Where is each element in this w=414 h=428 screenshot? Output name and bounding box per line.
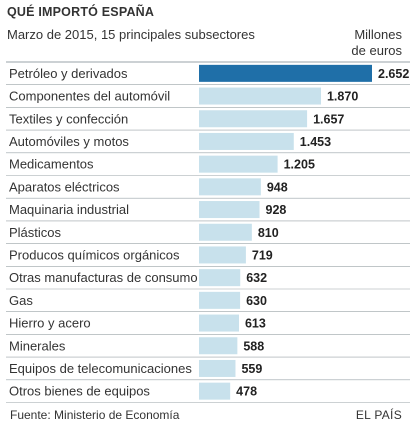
bar [199,337,238,355]
value-label: 1.205 [284,158,315,172]
value-label: 1.657 [313,112,344,126]
value-label: 1.453 [300,135,331,149]
value-label: 948 [267,180,288,194]
bar [199,359,236,377]
bar [199,223,252,241]
category-label: Componentes del automóvil [9,89,170,104]
value-label: 928 [266,203,287,217]
value-label: 2.652 [378,67,409,81]
bar [199,155,278,173]
chart-subtitle: Marzo de 2015, 15 principales subsectore… [7,27,255,42]
category-label: Medicamentos [9,157,94,172]
value-label: 630 [246,294,267,308]
value-label: 588 [243,339,264,353]
value-label: 559 [241,362,262,376]
category-label: Aparatos eléctricos [9,179,120,194]
value-label: 613 [245,317,266,331]
bar [199,178,261,196]
publisher-credit: EL PAÍS [355,408,402,422]
chart-rows: Petróleo y derivados 2.652 Componentes del… [6,61,410,403]
value-label: 632 [246,271,267,285]
unit-label: Millones de euros [351,27,402,58]
bar [199,110,308,128]
bar [199,64,372,82]
bar [199,132,294,150]
value-label: 478 [236,385,257,399]
category-label: Plásticos [9,225,62,240]
category-label: Petróleo y derivados [9,66,128,81]
chart-title: QUÉ IMPORTÓ ESPAÑA [7,5,155,19]
value-label: 810 [258,226,279,240]
category-label: Maquinaria industrial [9,202,129,217]
category-label: Hierro y acero [9,316,91,331]
source-note: Fuente: Ministerio de Economía [10,408,180,422]
category-label: Gas [9,293,33,308]
value-label: 1.870 [327,90,358,104]
category-label: Equipos de telecomunicaciones [9,361,192,376]
category-label: Producos químicos orgánicos [9,247,180,262]
category-label: Automóviles y motos [9,134,129,149]
bar [199,291,241,309]
category-label: Otros bienes de equipos [9,384,150,399]
bar [199,201,260,219]
value-label: 719 [252,248,273,262]
bar [199,87,321,105]
category-label: Textiles y confección [9,111,128,126]
category-label: Otras manufacturas de consumo [9,270,198,285]
bar [199,269,241,287]
category-label: Minerales [9,338,66,353]
bar [199,246,246,264]
bar [199,382,231,400]
bar [199,314,239,332]
